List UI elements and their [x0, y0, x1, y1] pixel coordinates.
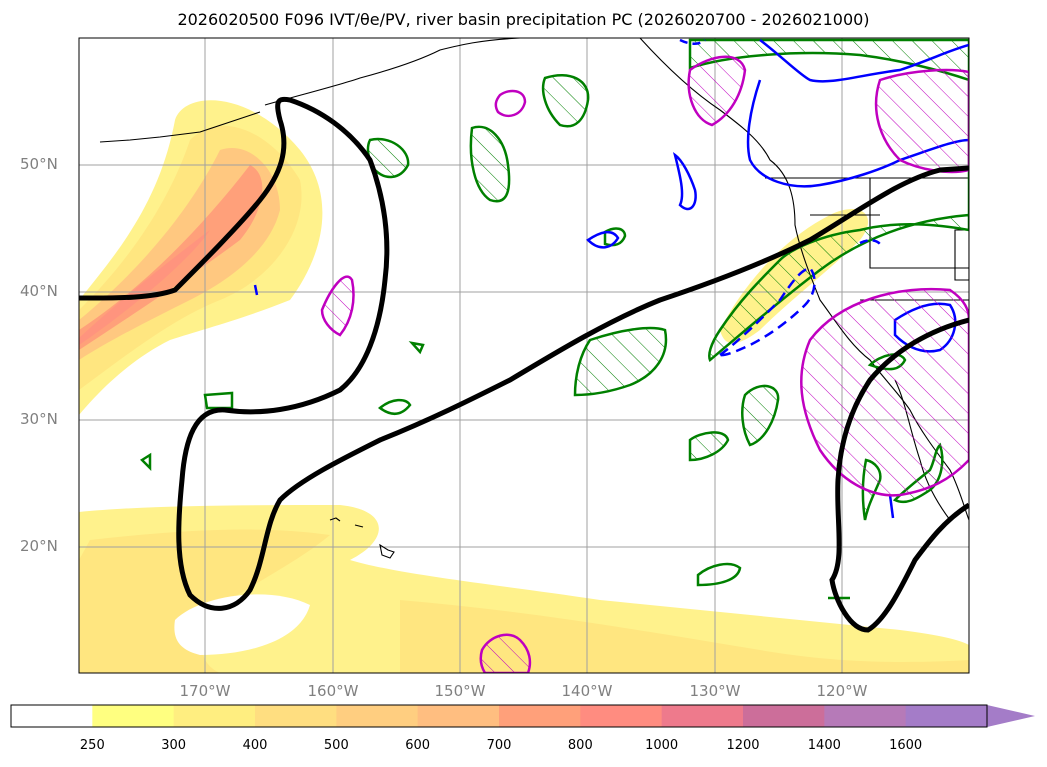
colorbar-tick-label: 1000 [645, 738, 679, 753]
map-title: 2026020500 F096 IVT/θe/PV, river basin p… [177, 10, 870, 29]
colorbar-cell [336, 705, 419, 727]
theta-e-contours [79, 96, 969, 633]
colorbar-cell [499, 705, 581, 727]
plot-area [79, 38, 969, 673]
colorbar-tick-label: 300 [161, 738, 187, 753]
colorbar-tick-label: 800 [567, 738, 593, 753]
lon-label-150w: 150°W [434, 682, 486, 700]
colorbar-cell [417, 705, 500, 727]
colorbar-cell [661, 705, 744, 727]
colorbar-cell [743, 705, 825, 727]
lon-label-160w: 160°W [307, 682, 359, 700]
lon-label-130w: 130°W [689, 682, 741, 700]
colorbar-tick-label: 500 [323, 738, 349, 753]
colorbar-cell [92, 705, 175, 727]
colorbar-tick-label: 400 [242, 738, 268, 753]
map-frame [78, 37, 970, 674]
colorbar-cell [255, 705, 337, 727]
lon-label-170w: 170°W [179, 682, 231, 700]
colorbar [10, 704, 1035, 728]
colorbar-cell [905, 705, 988, 727]
colorbar-tick-label: 600 [405, 738, 431, 753]
colorbar-tick-label: 1200 [726, 738, 760, 753]
colorbar-cell [580, 705, 663, 727]
colorbar-cell [11, 705, 93, 727]
lon-label-140w: 140°W [561, 682, 613, 700]
lon-label-120w: 120°W [816, 682, 868, 700]
colorbar-tick-label: 1400 [807, 738, 841, 753]
lat-label-50n: 50°N [20, 155, 58, 173]
colorbar-cell [173, 705, 256, 727]
lat-label-20n: 20°N [20, 537, 58, 555]
colorbar-extend-arrow [987, 705, 1035, 727]
colorbar-tick-label: 1600 [889, 738, 923, 753]
colorbar-tick-label: 700 [486, 738, 512, 753]
map-canvas [78, 37, 970, 674]
lat-label-40n: 40°N [20, 282, 58, 300]
lat-label-30n: 30°N [20, 410, 58, 428]
colorbar-cell [824, 705, 907, 727]
colorbar-tick-label: 250 [79, 738, 105, 753]
